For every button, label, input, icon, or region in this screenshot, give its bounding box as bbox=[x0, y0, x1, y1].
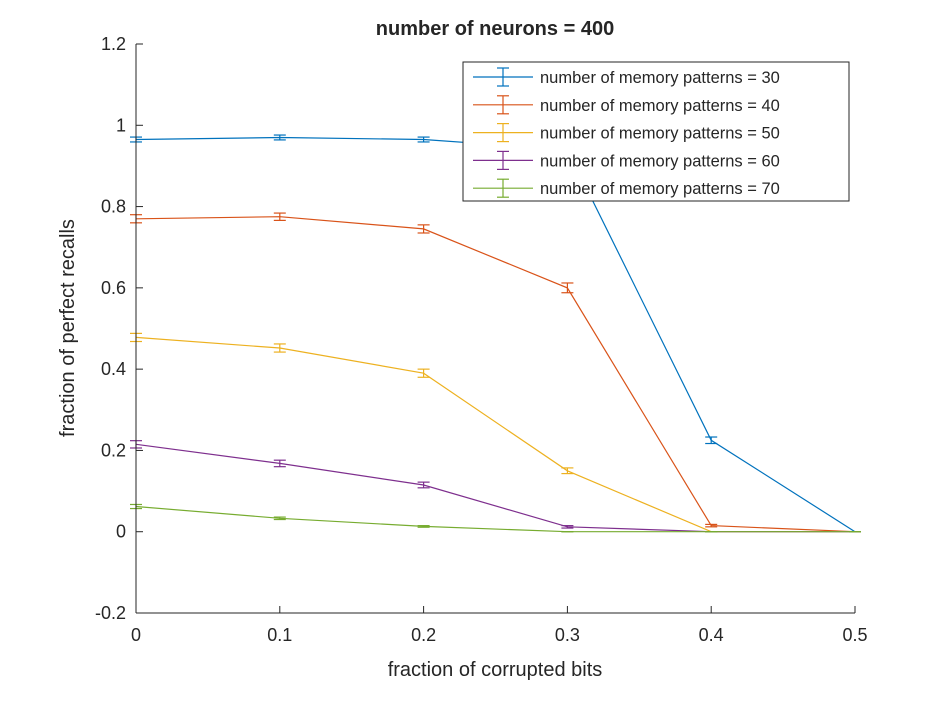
y-tick-label: -0.2 bbox=[95, 603, 126, 623]
y-tick-label: 0 bbox=[116, 522, 126, 542]
legend-item: number of memory patterns = 40 bbox=[473, 95, 780, 115]
legend-item: number of memory patterns = 60 bbox=[473, 150, 780, 170]
data-point-errorbar bbox=[561, 282, 574, 294]
legend-item: number of memory patterns = 70 bbox=[473, 178, 780, 198]
legend-label: number of memory patterns = 50 bbox=[540, 125, 780, 143]
y-tick-label: 0.6 bbox=[101, 278, 126, 298]
x-tick-label: 0 bbox=[131, 625, 141, 645]
x-tick-label: 0.4 bbox=[699, 625, 724, 645]
data-point-errorbar bbox=[417, 136, 430, 143]
series-layer bbox=[130, 134, 861, 533]
data-point-errorbar bbox=[273, 459, 286, 468]
legend-label: number of memory patterns = 30 bbox=[540, 69, 780, 87]
data-point-errorbar bbox=[273, 516, 286, 521]
data-point-errorbar bbox=[561, 467, 574, 475]
series-line bbox=[135, 216, 856, 533]
series-line bbox=[135, 505, 855, 533]
data-point-errorbar bbox=[705, 436, 718, 445]
x-tick-label: 0.1 bbox=[267, 625, 292, 645]
legend-label: number of memory patterns = 60 bbox=[540, 152, 780, 170]
data-point-errorbar bbox=[705, 523, 718, 528]
y-tick-label: 0.4 bbox=[101, 359, 126, 379]
legend: number of memory patterns = 30 number of … bbox=[462, 61, 850, 202]
series-5 bbox=[130, 503, 861, 533]
y-axis-label: fraction of perfect recalls bbox=[57, 219, 79, 437]
legend-box bbox=[462, 61, 850, 202]
y-tick-label: 0.8 bbox=[101, 197, 126, 217]
data-point-errorbar bbox=[417, 481, 430, 489]
legend-item: number of memory patterns = 50 bbox=[473, 122, 780, 143]
x-tick-label: 0.2 bbox=[411, 625, 436, 645]
legend-item: number of memory patterns = 30 bbox=[473, 67, 780, 87]
data-point-errorbar bbox=[417, 525, 430, 528]
data-point-errorbar bbox=[561, 525, 574, 529]
data-point-errorbar bbox=[273, 212, 286, 221]
axes-layer bbox=[135, 44, 855, 614]
data-point-errorbar bbox=[273, 343, 286, 353]
data-point-errorbar bbox=[273, 134, 286, 141]
y-tick-label: 1 bbox=[116, 115, 126, 135]
y-ticks: -0.2 0 0.2 0.4 0.6 0.8 1 1.2 bbox=[95, 34, 143, 623]
x-axis-label: fraction of corrupted bits bbox=[388, 659, 603, 681]
x-tick-label: 0.5 bbox=[842, 625, 867, 645]
data-point-errorbar bbox=[417, 368, 430, 378]
y-tick-label: 1.2 bbox=[101, 34, 126, 54]
chart-title: number of neurons = 400 bbox=[376, 18, 614, 40]
x-ticks: 0 0.1 0.2 0.3 0.4 0.5 bbox=[131, 606, 868, 645]
x-tick-label: 0.3 bbox=[555, 625, 580, 645]
data-point-errorbar bbox=[417, 224, 430, 234]
legend-label: number of memory patterns = 40 bbox=[540, 97, 780, 115]
legend-label: number of memory patterns = 70 bbox=[540, 180, 780, 198]
y-tick-label: 0.2 bbox=[101, 440, 126, 460]
